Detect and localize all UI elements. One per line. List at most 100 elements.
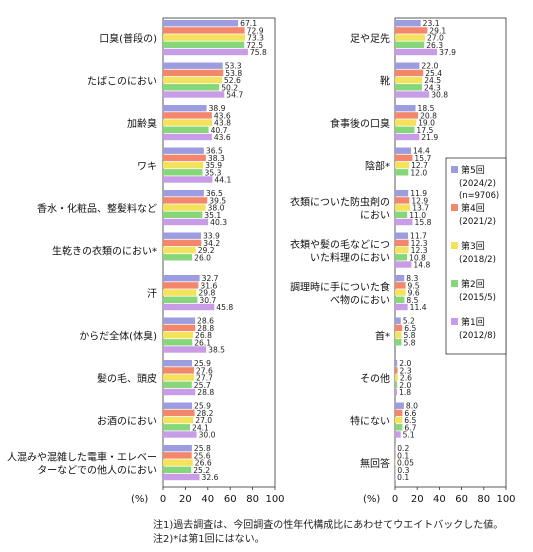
bar-1-5-series-2 [163,197,208,204]
x-axis-unit-1: (%) [131,494,148,505]
x-tick-label-2-20: 20 [411,494,424,505]
value-label-2-9-series-2: 2.3 [400,366,412,375]
bar-2-3-series-4 [395,126,415,133]
bar-2-6-series-2 [395,239,409,247]
bar-2-4-series-3 [395,161,410,169]
bar-1-10-series-2 [163,409,195,417]
value-label-2-4-series-4: 12.0 [410,168,427,177]
category-label-1-3: 加齢臭 [127,117,157,130]
value-label-2-3-series-3: 19.0 [418,119,435,128]
value-label-2-1-series-4: 26.3 [426,41,443,50]
category-label-2-1: 足や足先 [350,33,390,45]
bar-1-1-series-4 [163,41,245,48]
bar-1-1-series-5 [163,48,248,56]
bar-1-10-series-1 [163,402,193,409]
bar-1-4-series-1 [163,147,204,154]
legend-swatch-5 [451,318,458,325]
legend-name-2: 第4回 [461,202,485,214]
legend-name-1: 第5回 [461,164,485,176]
value-label-2-11-series-2: 0.1 [397,451,409,460]
value-label-2-6-series-3: 12.3 [411,246,428,255]
value-label-1-11-series-1: 25.8 [194,444,211,453]
value-label-2-2-series-4: 24.3 [424,83,441,92]
bar-2-10-series-5 [395,431,401,438]
bar-1-6-series-4 [163,254,193,261]
bar-2-3-series-2 [395,112,419,119]
bar-1-8-series-4 [163,339,193,346]
legend-name-3: 第3回 [461,240,485,252]
value-label-2-1-series-3: 27.0 [427,34,444,43]
value-label-1-10-series-5: 30.0 [199,431,216,440]
bar-1-8-series-5 [163,346,207,353]
bar-1-2-series-2 [163,69,224,77]
value-label-2-2-series-5: 30.8 [431,91,448,100]
bar-1-4-series-4 [163,169,203,176]
bar-1-2-series-5 [163,91,225,98]
value-label-1-11-series-5: 32.6 [202,473,219,482]
bar-1-1-series-1 [163,20,239,27]
bar-2-6-series-1 [395,232,408,239]
legend-swatch-1 [451,166,458,173]
category-label-2-11: 無回答 [360,457,390,470]
bar-2-7-series-3 [395,289,406,296]
footnote-2: 注2)*は第1回にはない。 [153,534,265,545]
bar-2-4-series-1 [395,147,411,154]
bar-1-1-series-3 [163,34,246,41]
bar-1-3-series-3 [163,119,213,126]
value-label-2-9-series-1: 2.0 [399,359,411,368]
value-label-1-3-series-1: 38.9 [209,104,226,113]
legend-period-5: (2012/8) [459,331,496,341]
value-label-2-4-series-1: 14.4 [413,147,430,156]
legend-extra-1: (n=9706) [459,190,499,200]
bar-2-10-series-1 [395,402,404,409]
value-label-1-7-series-1: 32.7 [202,274,219,283]
category-label-2-5: 衣類についた防虫剤の [290,196,390,209]
value-label-2-5-series-2: 12.9 [411,196,428,205]
value-label-1-7-series-4: 30.7 [199,296,216,305]
x-tick-label-1-80: 80 [246,494,259,505]
value-label-1-3-series-2: 43.6 [214,111,231,120]
bar-1-9-series-5 [163,388,196,396]
value-label-1-2-series-4: 50.2 [221,83,238,92]
value-label-2-7-series-1: 8.3 [406,274,418,283]
bar-2-2-series-1 [395,62,420,69]
value-label-2-1-series-2: 29.1 [429,26,446,35]
value-label-1-4-series-2: 38.3 [208,154,225,163]
bar-2-3-series-5 [395,133,420,141]
value-label-2-2-series-2: 25.4 [425,69,442,78]
value-label-1-9-series-5: 28.8 [197,388,214,397]
footnote-1: 注1)過去調査は、今回調査の性年代構成比にあわせてウエイトバックした値。 [153,520,504,531]
category-label-1-5: 香水・化粧品、整髪料など [37,202,157,215]
value-label-2-5-series-5: 15.8 [415,218,432,227]
value-label-1-9-series-3: 27.7 [196,374,213,383]
value-label-2-9-series-3: 2.6 [400,374,412,383]
bar-1-8-series-2 [163,324,196,332]
value-label-1-8-series-3: 26.8 [195,331,212,340]
bar-1-2-series-4 [163,84,220,91]
bar-1-6-series-2 [163,239,202,247]
bar-1-9-series-2 [163,367,194,374]
bar-1-5-series-5 [163,218,209,226]
category-label-1-9: 髪の毛、頭皮 [97,372,157,385]
bar-2-10-series-3 [395,416,403,424]
value-label-2-5-series-3: 13.7 [412,204,429,213]
bar-1-2-series-1 [163,62,223,69]
bar-2-10-series-4 [395,424,403,431]
value-label-2-3-series-1: 18.5 [418,104,435,113]
bar-2-5-series-4 [395,211,408,218]
value-label-2-3-series-5: 21.9 [421,133,438,142]
bar-1-4-series-2 [163,154,206,162]
category-label-2-2: 靴 [380,75,390,88]
value-label-1-9-series-1: 25.9 [194,359,211,368]
bar-2-7-series-4 [395,296,405,303]
bar-2-1-series-3 [395,34,425,41]
bar-2-3-series-1 [395,105,416,112]
bar-1-6-series-1 [163,232,201,239]
value-label-1-3-series-3: 43.8 [214,119,231,128]
bar-2-8-series-3 [395,331,402,339]
category-label-1-4: ワキ [137,162,157,173]
value-label-1-7-series-2: 31.6 [200,281,217,290]
bar-2-1-series-2 [395,27,428,34]
bar-2-11-series-5 [395,473,396,481]
bar-2-9-series-4 [395,381,398,388]
